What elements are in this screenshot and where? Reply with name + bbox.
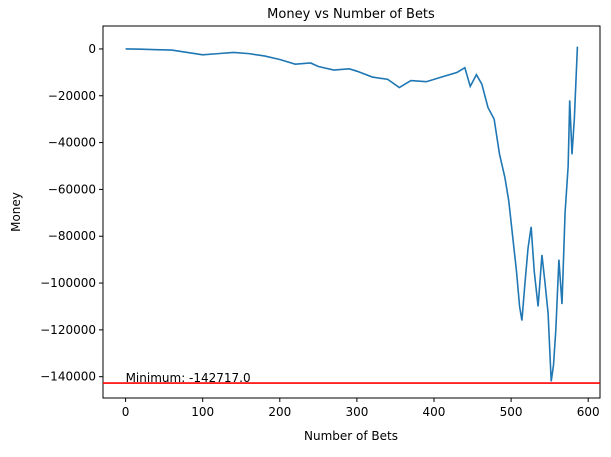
- y-axis-label: Money: [9, 192, 23, 232]
- chart-title: Money vs Number of Bets: [267, 7, 435, 22]
- y-tick-label: −80000: [48, 229, 96, 243]
- y-tick-label: −20000: [48, 89, 96, 103]
- x-tick-label: 400: [423, 405, 446, 419]
- plot-frame: [102, 25, 601, 399]
- x-tick-label: 500: [500, 405, 523, 419]
- x-tick-label: 0: [122, 405, 130, 419]
- y-tick-label: −120000: [40, 323, 96, 337]
- y-tick-label: −60000: [48, 182, 96, 196]
- y-tick-label: −140000: [40, 370, 96, 384]
- x-tick-label: 300: [345, 405, 368, 419]
- data-line: [125, 46, 579, 382]
- minimum-annotation: Minimum: -142717.0: [126, 371, 251, 385]
- x-axis-label: Number of Bets: [304, 429, 398, 443]
- y-tick-label: −40000: [48, 136, 96, 150]
- x-tick-label: 600: [577, 405, 600, 419]
- x-tick-label: 200: [268, 405, 291, 419]
- y-tick-label: 0: [88, 42, 96, 56]
- x-tick-label: 100: [191, 405, 214, 419]
- y-tick-label: −100000: [40, 276, 96, 290]
